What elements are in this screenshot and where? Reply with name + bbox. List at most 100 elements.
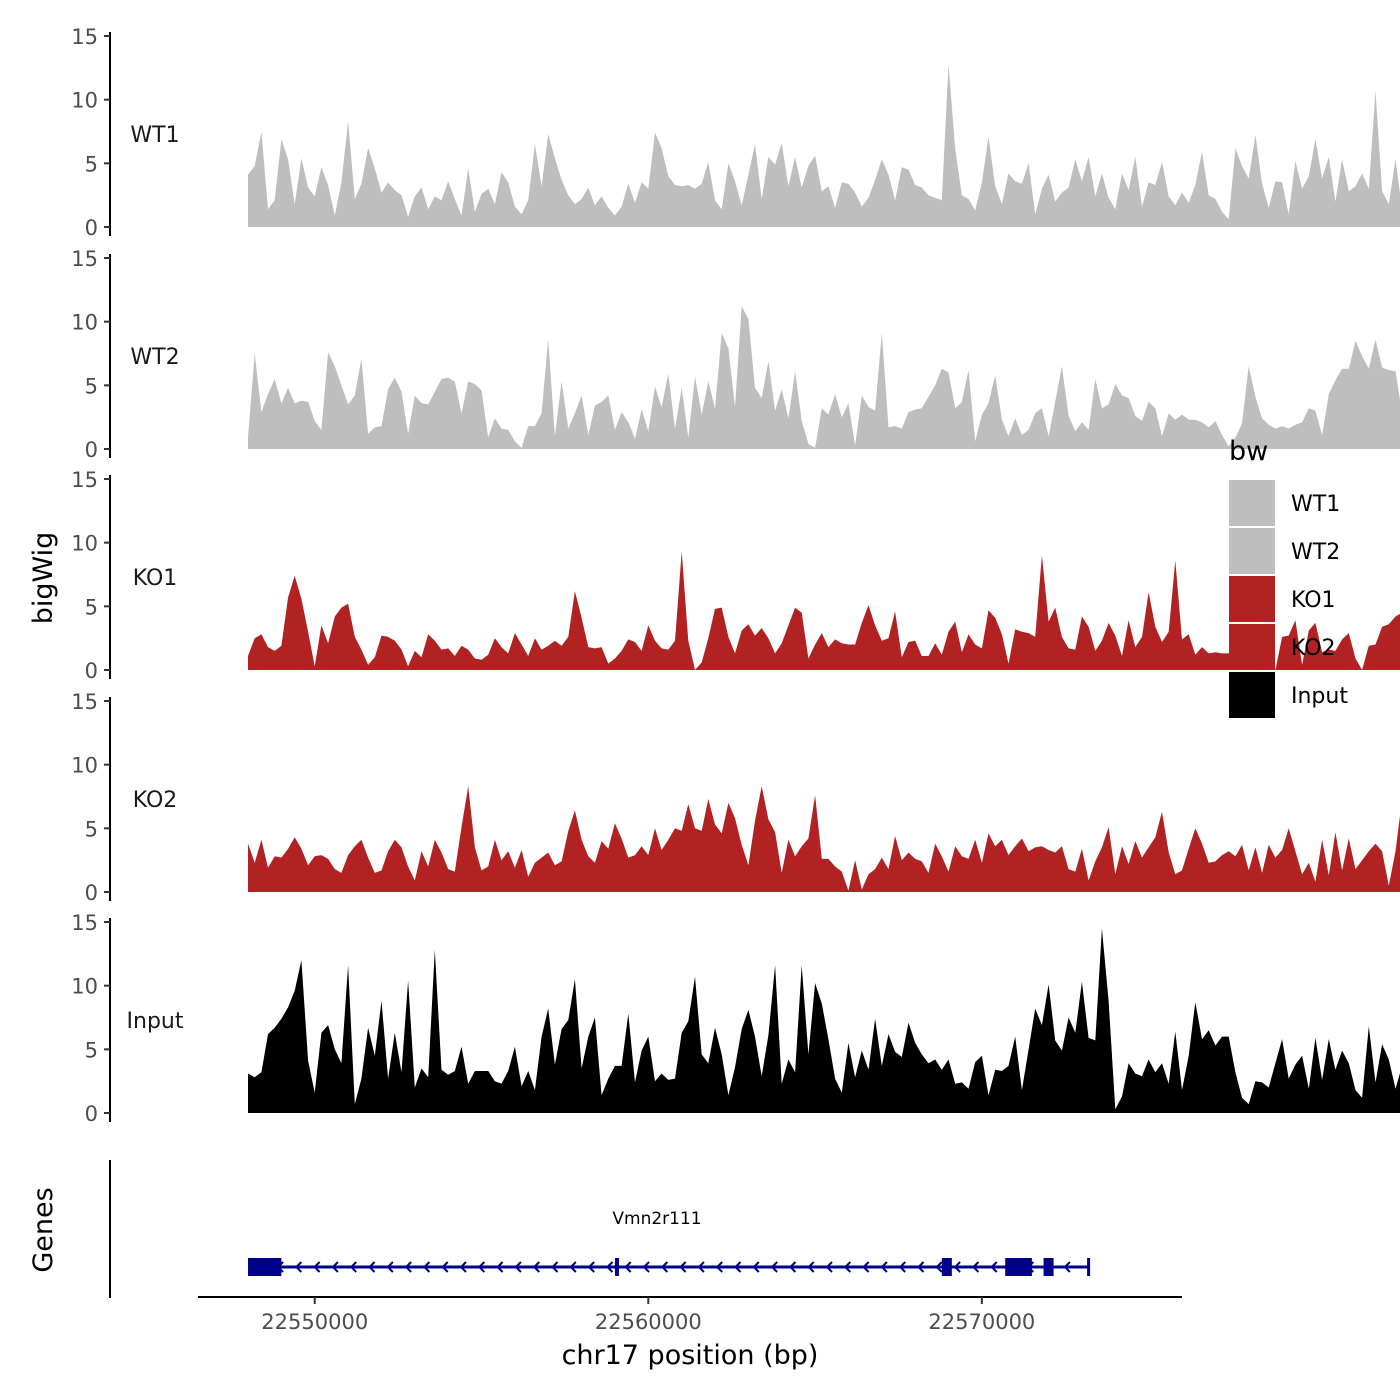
strand-arrow xyxy=(953,1261,961,1273)
y-tick-label: 0 xyxy=(85,881,98,905)
strand-arrow xyxy=(331,1261,339,1273)
strand-arrow xyxy=(368,1261,376,1273)
strand-arrow xyxy=(770,1261,778,1273)
legend-swatch-wt1 xyxy=(1229,480,1275,526)
track-label-ko2: KO2 xyxy=(133,788,178,813)
strand-arrow xyxy=(679,1261,687,1273)
y-tick-label: 5 xyxy=(85,817,98,841)
strand-arrow xyxy=(990,1261,998,1273)
legend-label-wt2: WT2 xyxy=(1291,540,1340,565)
strand-arrow xyxy=(313,1261,321,1273)
strand-arrow xyxy=(935,1261,943,1273)
y-tick-label: 10 xyxy=(71,754,98,778)
strand-arrow xyxy=(386,1261,394,1273)
track-panel-input: 0 5 10 15 Input xyxy=(71,911,1400,1126)
area-wt2 xyxy=(248,306,1400,449)
track-label-wt2: WT2 xyxy=(130,345,179,370)
strand-arrow xyxy=(349,1261,357,1273)
legend-swatch-ko1 xyxy=(1229,576,1275,622)
strand-arrow xyxy=(880,1261,888,1273)
y-axis-title: bigWig xyxy=(28,532,59,625)
strand-arrow xyxy=(587,1261,595,1273)
y-tick-label: 10 xyxy=(71,89,98,113)
strand-arrow xyxy=(862,1261,870,1273)
legend-swatch-input xyxy=(1229,672,1275,718)
y-tick-label: 5 xyxy=(85,374,98,398)
strand-arrow xyxy=(532,1261,540,1273)
strand-arrow xyxy=(972,1261,980,1273)
legend-swatch-wt2 xyxy=(1229,528,1275,574)
y-tick-label: 5 xyxy=(85,152,98,176)
strand-arrow xyxy=(917,1261,925,1273)
track-panel-ko1: 0 5 10 15 KO1 xyxy=(71,468,1400,683)
track-panel-wt2: 0 5 10 15 WT2 xyxy=(71,247,1400,462)
strand-arrow xyxy=(843,1261,852,1273)
legend-label-ko1: KO1 xyxy=(1291,588,1336,613)
y-tick-label: 5 xyxy=(85,1038,98,1062)
track-label-input: Input xyxy=(127,1009,184,1034)
strand-arrow xyxy=(752,1261,760,1273)
x-axis-title: chr17 position (bp) xyxy=(562,1340,819,1371)
strand-arrow xyxy=(1063,1261,1071,1273)
legend-title: bw xyxy=(1229,436,1268,467)
strand-arrow xyxy=(660,1261,669,1273)
y-tick-label: 0 xyxy=(85,216,98,240)
y-tick-label: 0 xyxy=(85,659,98,683)
strand-arrow xyxy=(459,1261,467,1273)
track-label-wt1: WT1 xyxy=(130,123,179,148)
strand-arrow xyxy=(825,1261,833,1273)
strand-arrow xyxy=(807,1261,815,1273)
strand-arrow xyxy=(551,1261,559,1273)
strand-arrow xyxy=(789,1261,797,1273)
x-axis-ticks: 22550000 22560000 22570000 xyxy=(261,1297,1035,1334)
track-panels: 0 5 10 15 WT1 0 5 10 15 WT2 0 5 10 15 KO1 0 5 10 15 KO2 0 5 10… xyxy=(71,25,1400,1126)
gene-exon xyxy=(941,1258,952,1276)
strand-arrow xyxy=(294,1261,303,1273)
y-tick-label: 0 xyxy=(85,1102,98,1126)
track-panel-ko2: 0 5 10 15 KO2 xyxy=(71,690,1400,905)
y-tick-label: 15 xyxy=(71,911,98,935)
strand-arrow xyxy=(477,1261,486,1273)
genes-axis-title: Genes xyxy=(28,1187,59,1272)
gene-name-label: Vmn2r111 xyxy=(612,1209,701,1229)
legend-entries: WT1 WT2 KO1 KO2 Input xyxy=(1229,480,1348,718)
y-tick-label: 15 xyxy=(71,247,98,271)
track-label-ko1: KO1 xyxy=(133,566,178,591)
strand-arrow xyxy=(606,1261,614,1273)
gene-exon xyxy=(1043,1258,1054,1276)
strand-arrow xyxy=(514,1261,522,1273)
gene-track: Vmn2r111 xyxy=(248,1209,1091,1276)
area-ko2 xyxy=(248,786,1400,892)
legend-label-wt1: WT1 xyxy=(1291,492,1340,517)
x-tick-label: 22570000 xyxy=(928,1310,1035,1334)
gene-exon xyxy=(1005,1258,1032,1276)
strand-arrow xyxy=(441,1261,449,1273)
y-tick-label: 10 xyxy=(71,975,98,999)
y-tick-label: 5 xyxy=(85,595,98,619)
x-axis: 22550000 22560000 22570000 chr17 position … xyxy=(198,1296,1182,1371)
strand-arrow xyxy=(496,1261,504,1273)
legend-label-ko2: KO2 xyxy=(1291,636,1336,661)
strand-arrow xyxy=(898,1261,906,1273)
legend-label-input: Input xyxy=(1291,684,1348,709)
x-tick-label: 22550000 xyxy=(261,1310,368,1334)
strand-arrow xyxy=(642,1261,650,1273)
gene-exon xyxy=(248,1258,282,1276)
strand-arrow xyxy=(569,1261,577,1273)
y-tick-label: 10 xyxy=(71,532,98,556)
x-tick-label: 22560000 xyxy=(595,1310,702,1334)
area-ko1 xyxy=(248,551,1400,670)
legend: bw WT1 WT2 KO1 KO2 Input xyxy=(1229,436,1348,718)
area-input xyxy=(248,928,1400,1113)
strand-arrow xyxy=(715,1261,723,1273)
y-tick-label: 10 xyxy=(71,311,98,335)
strand-arrow xyxy=(404,1261,412,1273)
gene-exon xyxy=(614,1258,619,1276)
y-tick-label: 15 xyxy=(71,468,98,492)
y-tick-label: 15 xyxy=(71,25,98,49)
strand-arrow xyxy=(697,1261,705,1273)
track-panel-wt1: 0 5 10 15 WT1 xyxy=(71,25,1400,240)
legend-swatch-ko2 xyxy=(1229,624,1275,670)
